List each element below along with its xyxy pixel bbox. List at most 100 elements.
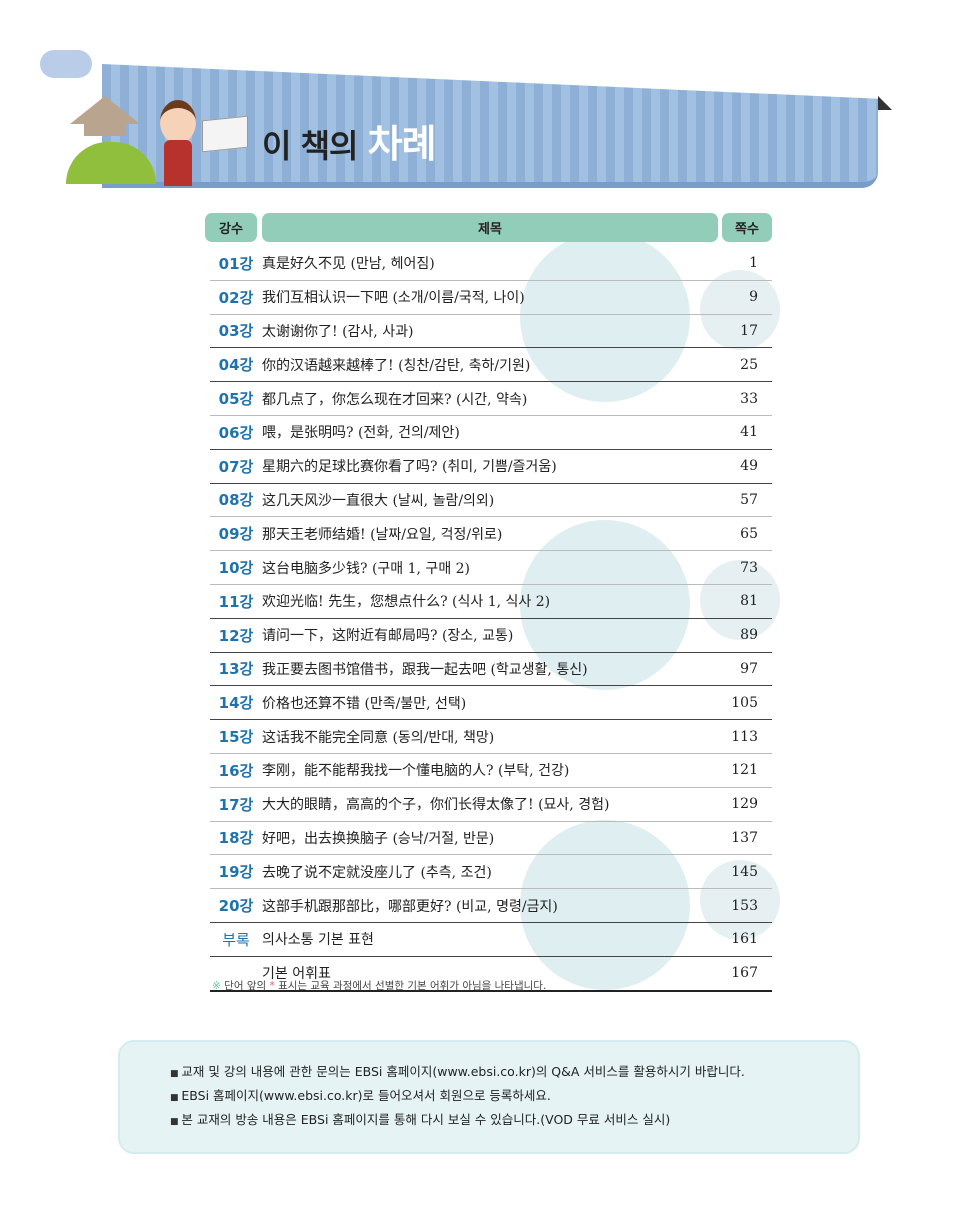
toc-row: 20강 这部手机跟那部比，哪部更好? (비교, 명령/금지) 153 (210, 889, 772, 923)
lesson-title: 星期六的足球比赛你看了吗? (취미, 기쁨/즐거움) (262, 459, 557, 476)
toc-row: 14강 价格也还算不错 (만족/불만, 선택) 105 (210, 686, 772, 721)
toc-row: 10강 这台电脑多少钱? (구매 1, 구매 2) 73 (210, 551, 772, 585)
lesson-number: 16강 (218, 761, 254, 780)
lesson-title: 那天王老师结婚! (날짜/요일, 걱정/위로) (262, 526, 503, 543)
lesson-number: 부록 (222, 930, 250, 949)
info-line: EBSi 홈페이지(www.ebsi.co.kr)로 들어오셔서 회원으로 등록… (170, 1088, 858, 1106)
lesson-title: 我正要去图书馆借书，跟我一起去吧 (학교생활, 통신) (262, 661, 588, 678)
info-line: 본 교재의 방송 내용은 EBSi 홈페이지를 통해 다시 보실 수 있습니다.… (170, 1112, 858, 1130)
page-number: 97 (740, 660, 758, 677)
page-number: 167 (731, 965, 758, 982)
toc-row: 05강 都几点了，你怎么现在才回来? (시간, 약속) 33 (210, 382, 772, 416)
column-header-page: 쪽수 (722, 213, 772, 242)
toc-row: 13강 我正要去图书馆借书，跟我一起去吧 (학교생활, 통신) 97 (210, 653, 772, 687)
page-number: 25 (740, 356, 758, 373)
lesson-title: 去晚了说不定就没座儿了 (추측, 조건) (262, 864, 492, 881)
watermark-circle (520, 520, 690, 690)
column-header-lesson: 강수 (205, 213, 257, 242)
lesson-title: 这部手机跟那部比，哪部更好? (비교, 명령/금지) (262, 898, 558, 915)
lesson-number: 06강 (218, 423, 254, 442)
cloud-icon (40, 50, 92, 78)
lesson-number: 20강 (218, 897, 254, 916)
lesson-number: 19강 (218, 863, 254, 882)
toc-row: 16강 李刚，能不能帮我找一个懂电脑的人? (부탁, 건강) 121 (210, 754, 772, 788)
lesson-number: 08강 (218, 491, 254, 510)
toc-row: 15강 这话我不能完全同意 (동의/반대, 책망) 113 (210, 720, 772, 754)
lesson-title: 都几点了，你怎么现在才回来? (시간, 약속) (262, 391, 528, 408)
lesson-title: 价格也还算不错 (만족/불만, 선택) (262, 695, 467, 712)
info-line: 교재 및 강의 내용에 관한 문의는 EBSi 홈페이지(www.ebsi.co… (170, 1064, 858, 1082)
watermark-circle (520, 820, 690, 990)
lesson-title: 太谢谢你了! (감사, 사과) (262, 323, 414, 340)
lesson-number: 13강 (218, 660, 254, 679)
toc-row: 01강 真是好久不见 (만남, 헤어짐) 1 (210, 247, 772, 281)
toc-table: 01강 真是好久不见 (만남, 헤어짐) 1 02강 我们互相认识一下吧 (소개/이름/… (210, 247, 772, 992)
lesson-title: 기본 어휘표 (262, 966, 331, 983)
page-number: 153 (731, 897, 758, 914)
lesson-number: 15강 (218, 728, 254, 747)
toc-row: 12강 请问一下，这附近有邮局吗? (장소, 교통) 89 (210, 619, 772, 653)
page-number: 145 (731, 863, 758, 880)
info-box: 교재 및 강의 내용에 관한 문의는 EBSi 홈페이지(www.ebsi.co… (118, 1040, 860, 1154)
toc-row: 02강 我们互相认识一下吧 (소개/이름/국적, 나이) 9 (210, 281, 772, 315)
watermark-circle (700, 860, 780, 940)
footnote: ※ 단어 앞의 * 표시는 교육 과정에서 선별한 기본 어휘가 아님을 나타냅… (212, 980, 547, 992)
page-number: 81 (740, 593, 758, 610)
toc-row: 17강 大大的眼睛，高高的个子，你们长得太像了! (묘사, 경험) 129 (210, 788, 772, 822)
lesson-number: 17강 (218, 795, 254, 814)
toc-row: 09강 那天王老师结婚! (날짜/요일, 걱정/위로) 65 (210, 517, 772, 552)
lesson-title: 欢迎光临! 先生，您想点什么? (식사 1, 식사 2) (262, 594, 551, 611)
watermark-circle (520, 232, 690, 402)
lesson-number: 11강 (218, 592, 254, 611)
lesson-title: 真是好久不见 (만남, 헤어짐) (262, 256, 435, 273)
page-number: 1 (749, 255, 758, 272)
lesson-title: 这话我不能完全同意 (동의/반대, 책망) (262, 729, 495, 746)
lesson-number: 10강 (218, 559, 254, 578)
watermark-circle (700, 270, 780, 350)
lesson-number: 07강 (218, 457, 254, 476)
toc-row: 06강 喂，是张明吗? (전화, 건의/제안) 41 (210, 416, 772, 450)
page-number: 161 (731, 931, 758, 948)
lesson-number: 04강 (218, 356, 254, 375)
book-illustration (202, 115, 248, 153)
lesson-title: 喂，是张明吗? (전화, 건의/제안) (262, 425, 460, 442)
lesson-title: 你的汉语越来越棒了! (칭찬/감탄, 축하/기원) (262, 357, 531, 374)
page-number: 17 (740, 322, 758, 339)
toc-row: 08강 这几天风沙一直很大 (날씨, 놀람/의외) 57 (210, 484, 772, 518)
lesson-number: 18강 (218, 829, 254, 848)
lesson-number: 02강 (218, 288, 254, 307)
lesson-title: 我们互相认识一下吧 (소개/이름/국적, 나이) (262, 290, 525, 307)
lesson-number: 09강 (218, 525, 254, 544)
toc-row: 04강 你的汉语越来越棒了! (칭찬/감탄, 축하/기원) 25 (210, 348, 772, 383)
lesson-number: 05강 (218, 390, 254, 409)
page-number: 137 (731, 829, 758, 846)
lesson-number: 14강 (218, 694, 254, 713)
page-number: 105 (731, 694, 758, 711)
page-number: 41 (740, 424, 758, 441)
lesson-title: 这台电脑多少钱? (구매 1, 구매 2) (262, 560, 471, 577)
toc-row: 부록 의사소통 기본 표현 161 (210, 923, 772, 957)
page-number: 33 (740, 390, 758, 407)
girl-illustration (156, 100, 200, 186)
page-number: 73 (740, 559, 758, 576)
page-number: 113 (731, 728, 758, 745)
banner-fold (878, 96, 892, 110)
page-number: 57 (740, 491, 758, 508)
page-number: 9 (749, 289, 758, 306)
lesson-title: 好吧，出去换换脑子 (승낙/거절, 반문) (262, 830, 495, 847)
watermark-circle (700, 560, 780, 640)
page-number: 129 (731, 796, 758, 813)
lesson-title: 大大的眼睛，高高的个子，你们长得太像了! (묘사, 경험) (262, 797, 610, 814)
column-header-title: 제목 (262, 213, 718, 242)
page-number: 121 (731, 762, 758, 779)
lesson-title: 의사소통 기본 표현 (262, 932, 374, 949)
toc-row: 18강 好吧，出去换换脑子 (승낙/거절, 반문) 137 (210, 822, 772, 856)
page-number: 65 (740, 525, 758, 542)
toc-row: 19강 去晚了说不定就没座儿了 (추측, 조건) 145 (210, 855, 772, 890)
lesson-title: 李刚，能不能帮我找一个懂电脑的人? (부탁, 건강) (262, 763, 570, 780)
toc-row: 기본 어휘표 167 (210, 957, 772, 992)
lesson-number: 01강 (218, 254, 254, 273)
lesson-number: 12강 (218, 626, 254, 645)
page-title: 이 책의 차례 (262, 122, 437, 166)
